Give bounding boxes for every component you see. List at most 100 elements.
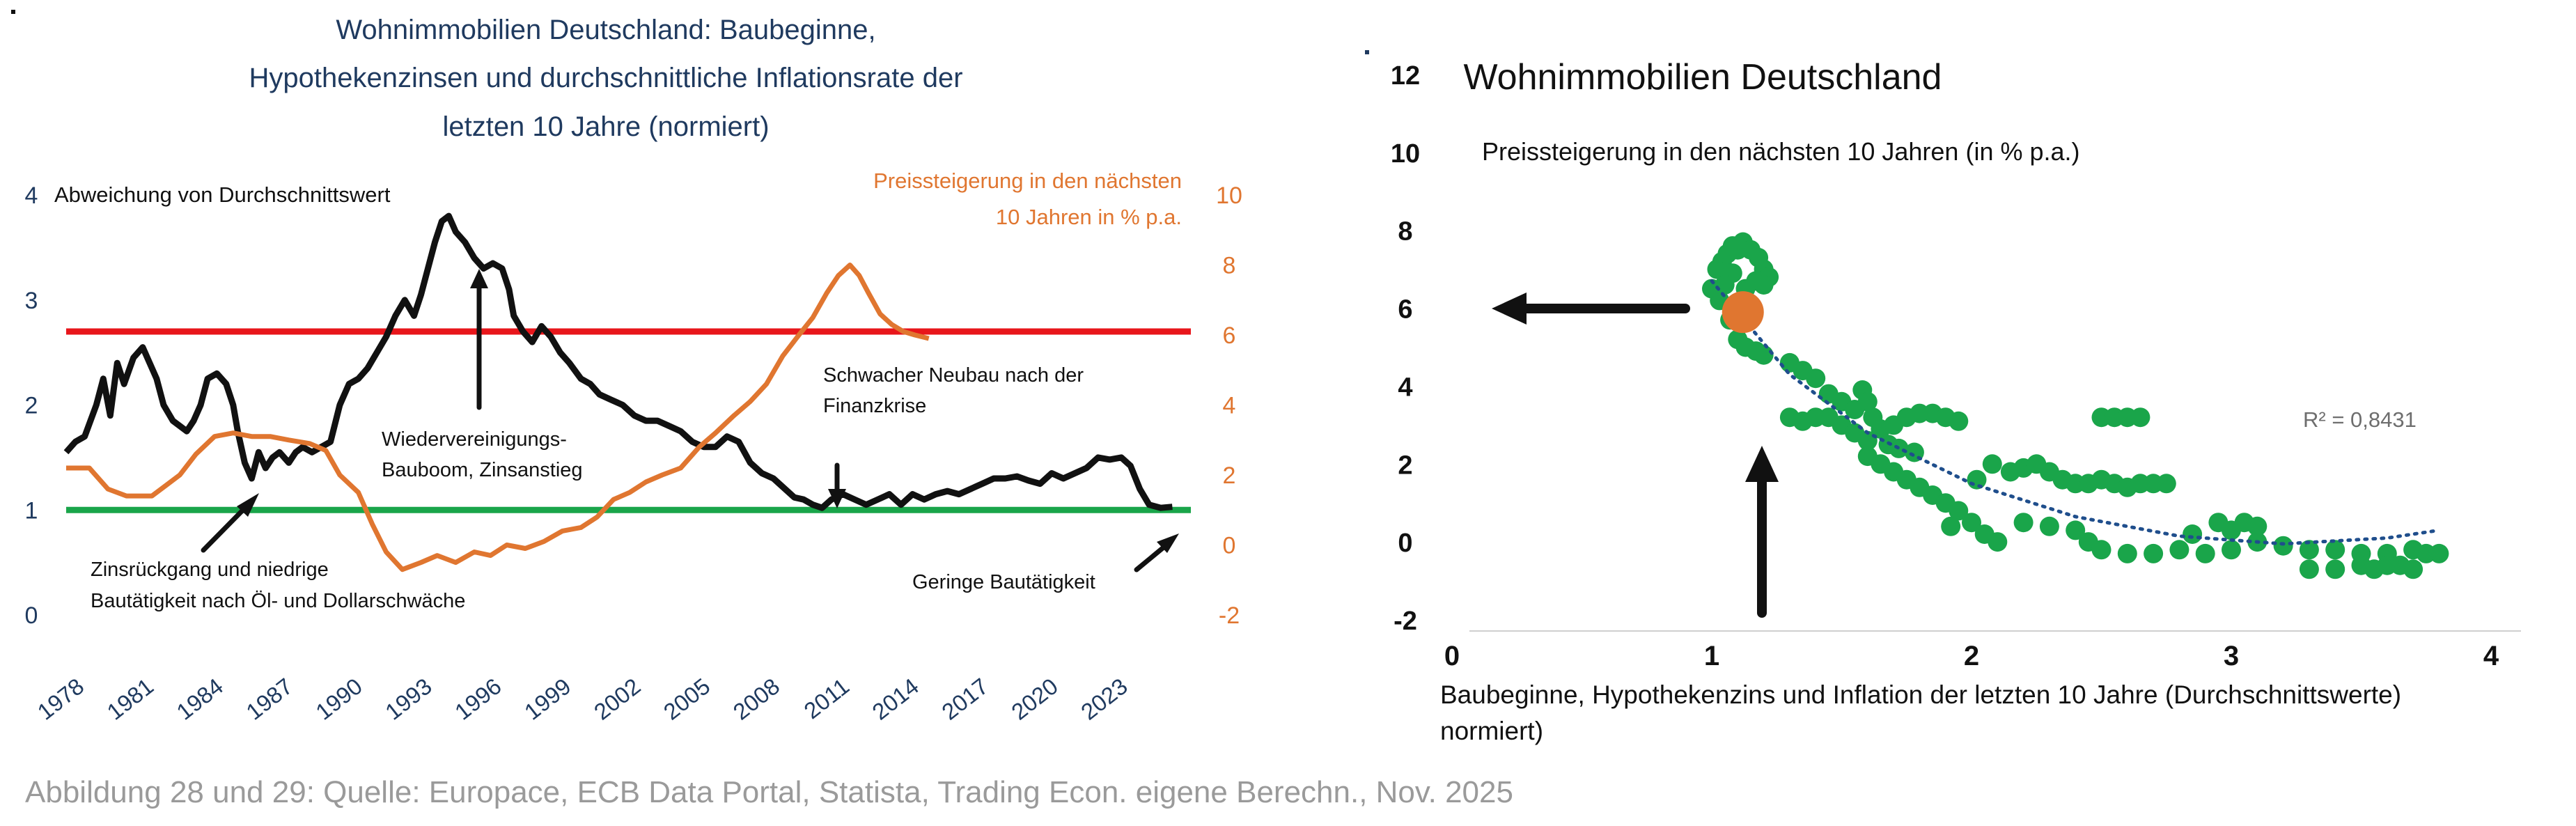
- left-chart: Wohnimmobilien Deutschland: Baubeginne, …: [25, 15, 1242, 725]
- annotation-zinsrueckgang-line-2: Bautätigkeit nach Öl- und Dollarschwäche: [91, 590, 465, 612]
- x-tick-label: 1990: [311, 673, 367, 724]
- right-chart-y-tick-label: 4: [1398, 373, 1412, 402]
- x-tick-label: 2008: [728, 673, 785, 724]
- x-tick-label: 2002: [589, 673, 646, 724]
- scatter-point: [2130, 407, 2150, 428]
- scatter-point: [1941, 516, 1961, 536]
- right-chart-x-tick-label: 2: [1964, 641, 1979, 671]
- annotation-zinsrueckgang: Zinsrückgang und niedrige Bautätigkeit n…: [91, 559, 465, 612]
- right-y-tick-labels: -2 0 2 4 6 8 10: [1216, 182, 1242, 629]
- scatter-point: [1949, 501, 1969, 521]
- scatter-point: [2247, 516, 2267, 536]
- big-arrow-up-head: [1745, 446, 1779, 482]
- scatter-point: [2066, 520, 2086, 540]
- right-axis-label-line-1: Preissteigerung in den nächsten: [873, 169, 1182, 193]
- right-chart-y-tick-label: 12: [1391, 61, 1420, 91]
- scatter-point: [2325, 559, 2345, 579]
- right-chart-y-tick-label: 0: [1398, 529, 1412, 558]
- scatter-point: [2039, 516, 2059, 536]
- annotation-wiedervereinigung-line-2: Bauboom, Zinsanstieg: [382, 459, 583, 481]
- annotation-arrow-wiedervereinigung-head: [470, 269, 488, 288]
- right-chart-y-tick-labels: -2 0 2 4 6 8 10 12: [1391, 61, 1420, 636]
- left-chart-title-line-3: letzten 10 Jahre (normiert): [442, 111, 769, 142]
- scatter-point: [2169, 540, 2189, 560]
- scatter-point: [2273, 536, 2293, 556]
- highlight-point: [1722, 291, 1764, 334]
- scatter-point: [1857, 391, 1878, 412]
- scatter-point: [2299, 559, 2319, 579]
- right-chart-x-tick-label: 4: [2483, 641, 2499, 671]
- trendline: [1710, 279, 2441, 546]
- x-tick-label: 1984: [171, 673, 228, 724]
- scatter-point: [1967, 469, 1987, 490]
- right-chart-y-tick-label: 6: [1398, 295, 1412, 325]
- series-line-normiert: [63, 212, 1173, 511]
- scatter-point: [2325, 540, 2345, 560]
- right-y-tick-label: -2: [1219, 602, 1240, 629]
- series-line-preissteigerung: [66, 263, 930, 572]
- scatter-point: [2144, 543, 2164, 563]
- x-tick-label: 1996: [450, 673, 506, 724]
- right-chart: Wohnimmobilien Deutschland Preissteigeru…: [1365, 50, 2521, 745]
- annotation-finanzkrise-line-1: Schwacher Neubau nach der: [823, 364, 1084, 387]
- x-tick-label: 2011: [799, 673, 854, 724]
- scatter-point: [1962, 513, 1981, 533]
- scatter-point: [2299, 540, 2319, 560]
- annotation-wiedervereinigung-line-1: Wiedervereinigungs-: [382, 428, 567, 451]
- scatter-point: [1988, 532, 2008, 552]
- annotation-wiedervereinigung: Wiedervereinigungs- Bauboom, Zinsanstieg: [382, 428, 583, 481]
- x-tick-label: 1981: [102, 673, 159, 724]
- annotation-finanzkrise-line-2: Finanzkrise: [823, 395, 926, 417]
- x-tick-label: 2017: [937, 673, 993, 724]
- right-chart-x-label-line-1: Baubeginne, Hypothekenzins und Inflation…: [1440, 680, 2401, 709]
- right-y-tick-label: 0: [1223, 533, 1236, 559]
- scatter-point: [2222, 540, 2241, 560]
- right-chart-x-tick-label: 3: [2224, 641, 2239, 671]
- x-tick-label: 1993: [380, 673, 437, 724]
- scatter-point: [2429, 543, 2449, 563]
- x-tick-label: 1978: [33, 673, 89, 724]
- x-tick-label: 2014: [867, 673, 923, 724]
- annotation-arrow-finanzkrise-head: [828, 489, 846, 508]
- left-y-tick-label: 3: [25, 288, 38, 314]
- scatter-point: [1982, 454, 2002, 474]
- right-y-tick-label: 8: [1223, 253, 1236, 279]
- scatter-point: [2091, 540, 2111, 560]
- right-y-tick-label: 10: [1216, 182, 1242, 209]
- x-tick-label: 1999: [520, 673, 576, 724]
- x-tick-labels: 1978 1981 1984 1987 1990 1993 1996 1999 2002 2005…: [33, 673, 1132, 724]
- right-chart-x-tick-label: 0: [1444, 641, 1460, 671]
- scatter-point: [2195, 543, 2215, 563]
- figure-caption: Abbildung 28 und 29: Quelle: Europace, E…: [25, 775, 1513, 809]
- right-chart-y-label: Preissteigerung in den nächsten 10 Jahre…: [1482, 137, 2080, 166]
- big-arrow-left-head: [1492, 293, 1527, 325]
- scatter-point: [1806, 368, 1826, 389]
- right-chart-x-tick-labels: 0 1 2 3 4: [1444, 641, 2499, 671]
- scatter-points: [1702, 232, 2449, 579]
- x-tick-label: 2020: [1006, 673, 1063, 724]
- right-chart-title: Wohnimmobilien Deutschland: [1464, 57, 1942, 98]
- annotation-finanzkrise: Schwacher Neubau nach der Finanzkrise: [823, 364, 1084, 417]
- scatter-point: [2117, 543, 2137, 563]
- right-chart-corner-dot: [1365, 50, 1369, 54]
- right-axis-label-line-2: 10 Jahren in % p.a.: [996, 205, 1182, 229]
- x-tick-label: 1987: [241, 673, 297, 724]
- left-y-tick-label: 1: [25, 497, 38, 524]
- reference-lines: [66, 328, 1191, 513]
- left-y-tick-labels: 0 1 2 3 4: [25, 182, 38, 629]
- scatter-point: [2183, 524, 2203, 544]
- scatter-point: [1779, 407, 1800, 428]
- left-chart-title-line-1: Wohnimmobilien Deutschland: Baubeginne,: [336, 15, 875, 45]
- right-chart-x-label-line-2: normiert): [1440, 717, 1543, 745]
- left-chart-corner-dot: [11, 10, 15, 14]
- r-squared-label: R² = 0,8431: [2303, 407, 2417, 432]
- scatter-point: [2156, 474, 2176, 494]
- scatter-point: [2208, 513, 2228, 533]
- left-y-tick-label: 2: [25, 393, 38, 419]
- x-tick-label: 2023: [1076, 673, 1132, 724]
- scatter-point: [2013, 513, 2034, 533]
- scatter-point: [2403, 559, 2423, 579]
- annotation-arrow-geringe-head: [1157, 533, 1179, 553]
- right-chart-y-tick-label: -2: [1394, 607, 1417, 636]
